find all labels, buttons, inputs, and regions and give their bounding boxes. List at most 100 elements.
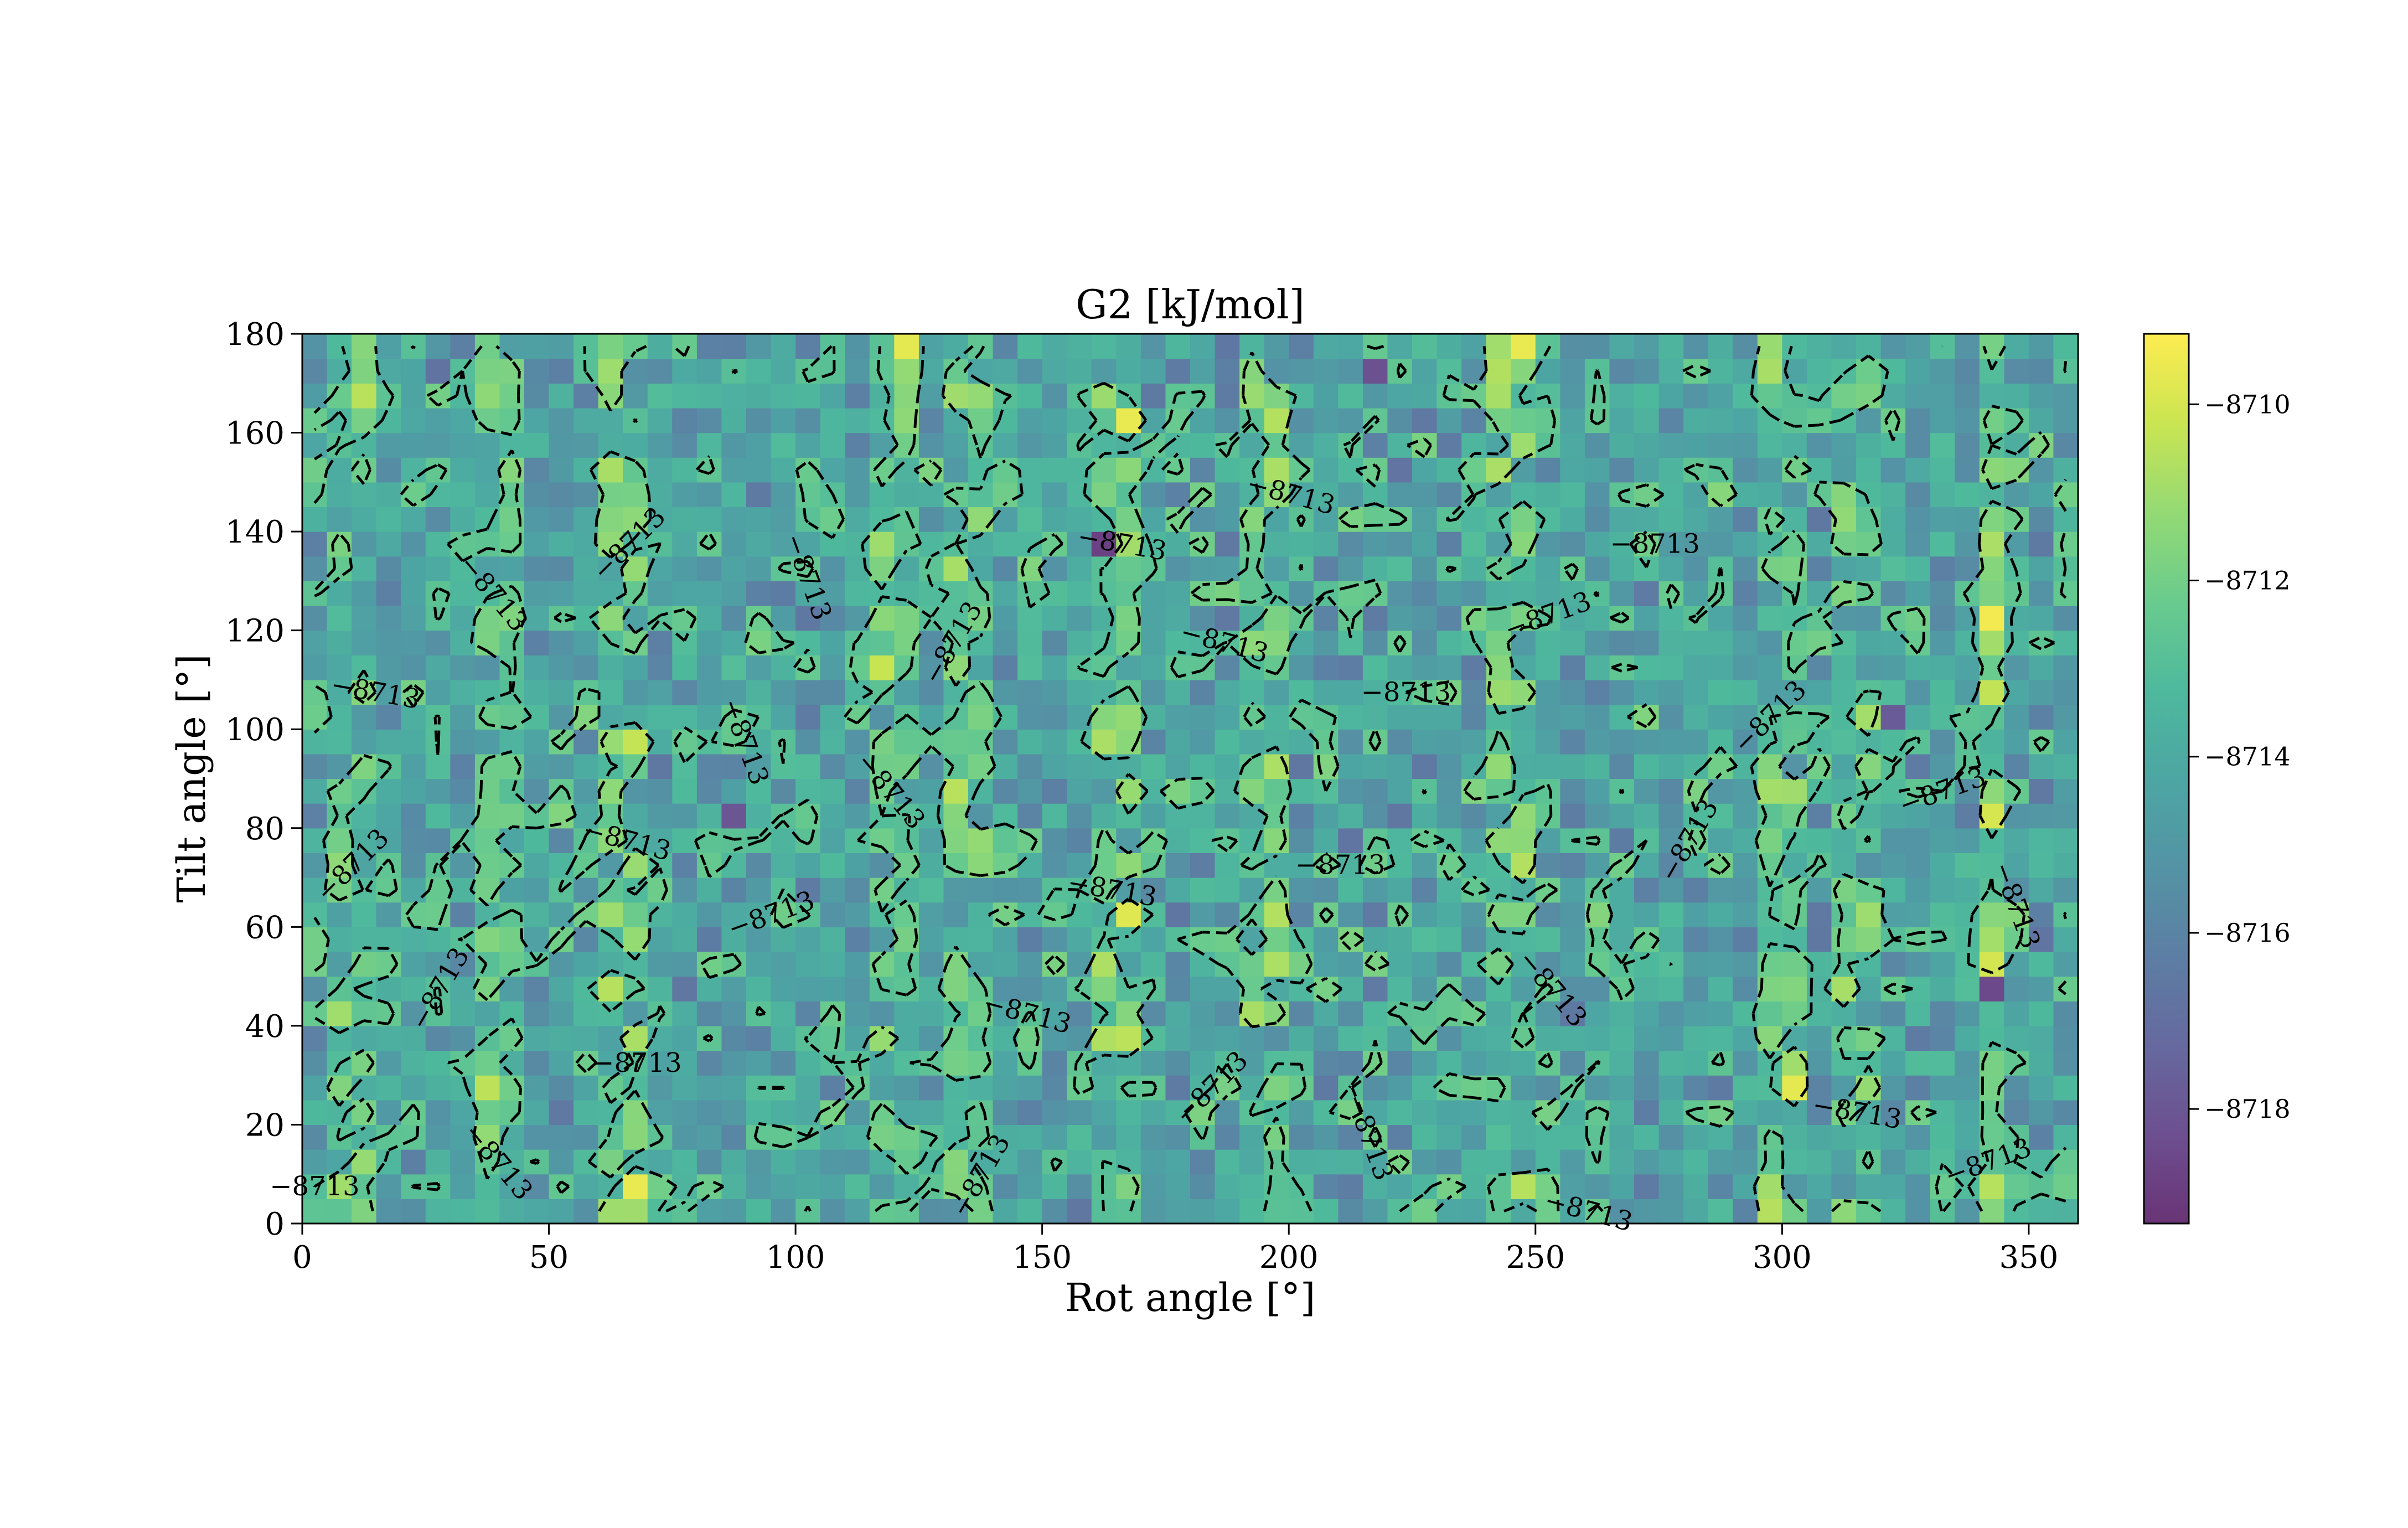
- heatmap-cell: [376, 1099, 401, 1126]
- heatmap-cell: [1042, 902, 1067, 927]
- heatmap-cell: [1806, 556, 1832, 581]
- heatmap-cell: [327, 507, 352, 532]
- heatmap-cell: [771, 482, 796, 508]
- heatmap-cell: [1190, 679, 1216, 705]
- heatmap-cell: [1140, 507, 1166, 532]
- heatmap-cell: [1535, 334, 1560, 359]
- heatmap-cell: [1658, 803, 1684, 829]
- heatmap-cell: [1412, 951, 1438, 977]
- heatmap-cell: [598, 753, 623, 780]
- heatmap-cell: [918, 630, 944, 655]
- heatmap-cell: [1831, 828, 1857, 854]
- heatmap-cell: [524, 655, 550, 680]
- heatmap-cell: [2028, 679, 2054, 705]
- heatmap-cell: [352, 334, 377, 359]
- heatmap-cell: [1313, 853, 1339, 878]
- heatmap-cell: [1067, 853, 1092, 878]
- heatmap-cell: [376, 407, 401, 433]
- heatmap-cell: [352, 729, 377, 755]
- heatmap-cell: [549, 482, 574, 508]
- heatmap-cell: [1930, 531, 1955, 557]
- heatmap-cell: [1880, 457, 1906, 483]
- heatmap-cell: [524, 630, 550, 655]
- heatmap-cell: [1387, 1099, 1413, 1126]
- heatmap-cell: [943, 383, 969, 409]
- heatmap-cell: [401, 753, 426, 780]
- heatmap-cell: [1412, 1124, 1438, 1150]
- heatmap-cell: [1930, 581, 1955, 606]
- heatmap-cell: [771, 1001, 796, 1026]
- heatmap-cell: [623, 729, 648, 755]
- heatmap-cell: [1658, 1075, 1684, 1101]
- heatmap-cell: [696, 976, 722, 1002]
- heatmap-cell: [894, 655, 919, 680]
- heatmap-cell: [1338, 729, 1363, 755]
- heatmap-cell: [2004, 1001, 2029, 1026]
- heatmap-cell: [1658, 383, 1684, 409]
- heatmap-cell: [1140, 729, 1166, 755]
- heatmap-cell: [1338, 1124, 1363, 1150]
- heatmap-cell: [1609, 679, 1635, 705]
- heatmap-cell: [1289, 581, 1314, 606]
- heatmap-cell: [1634, 630, 1660, 655]
- heatmap-cell: [573, 556, 599, 581]
- heatmap-cell: [450, 753, 476, 780]
- heatmap-cell: [1979, 630, 2004, 655]
- heatmap-cell: [1042, 482, 1067, 508]
- heatmap-cell: [376, 778, 401, 804]
- heatmap-cell: [1338, 407, 1363, 433]
- heatmap-cell: [1905, 383, 1931, 409]
- heatmap-cell: [820, 606, 845, 631]
- heatmap-cell: [1733, 407, 1758, 433]
- heatmap-cell: [1412, 1001, 1438, 1026]
- heatmap-cell: [376, 358, 401, 384]
- heatmap-cell: [327, 976, 352, 1002]
- heatmap-cell: [1042, 803, 1067, 829]
- heatmap-cell: [352, 606, 377, 631]
- heatmap-cell: [352, 1075, 377, 1101]
- heatmap-cell: [1856, 432, 1882, 458]
- heatmap-cell: [1880, 1124, 1906, 1150]
- heatmap-cell: [1511, 482, 1536, 508]
- heatmap-cell: [1584, 828, 1610, 854]
- heatmap-cell: [1165, 432, 1191, 458]
- heatmap-cell: [1560, 383, 1585, 409]
- heatmap-cell: [425, 655, 451, 680]
- heatmap-cell: [943, 1050, 969, 1076]
- heatmap-cell: [352, 1199, 377, 1224]
- heatmap-cell: [549, 531, 574, 557]
- heatmap-cell: [1634, 358, 1660, 384]
- heatmap-cell: [1806, 927, 1832, 952]
- heatmap-cell: [1511, 1124, 1536, 1150]
- heatmap-cell: [474, 729, 500, 755]
- heatmap-cell: [1535, 753, 1560, 780]
- heatmap-cell: [820, 1149, 845, 1175]
- heatmap-cell: [1412, 1149, 1438, 1175]
- heatmap-cell: [1560, 753, 1585, 780]
- heatmap-cell: [2028, 407, 2054, 433]
- heatmap-cell: [2004, 828, 2029, 854]
- heatmap-cell: [1486, 803, 1511, 829]
- heatmap-cell: [1067, 531, 1092, 557]
- heatmap-cell: [623, 853, 648, 878]
- heatmap-cell: [1880, 1149, 1906, 1175]
- heatmap-cell: [795, 778, 821, 804]
- heatmap-cell: [1708, 679, 1733, 705]
- heatmap-cell: [1436, 556, 1462, 581]
- heatmap-cell: [1560, 482, 1585, 508]
- heatmap-cell: [1412, 556, 1438, 581]
- heatmap-cell: [1436, 581, 1462, 606]
- heatmap-cell: [1979, 358, 2004, 384]
- heatmap-cell: [1930, 1149, 1955, 1175]
- heatmap-cell: [327, 556, 352, 581]
- heatmap-cell: [549, 828, 574, 854]
- heatmap-cell: [1067, 1124, 1092, 1150]
- heatmap-cell: [1930, 432, 1955, 458]
- heatmap-cell: [1584, 655, 1610, 680]
- heatmap-cell: [672, 803, 697, 829]
- heatmap-cell: [1190, 877, 1216, 903]
- heatmap-cell: [1165, 951, 1191, 977]
- heatmap-cell: [1511, 358, 1536, 384]
- heatmap-cell: [352, 704, 377, 730]
- heatmap-cell: [1757, 334, 1782, 359]
